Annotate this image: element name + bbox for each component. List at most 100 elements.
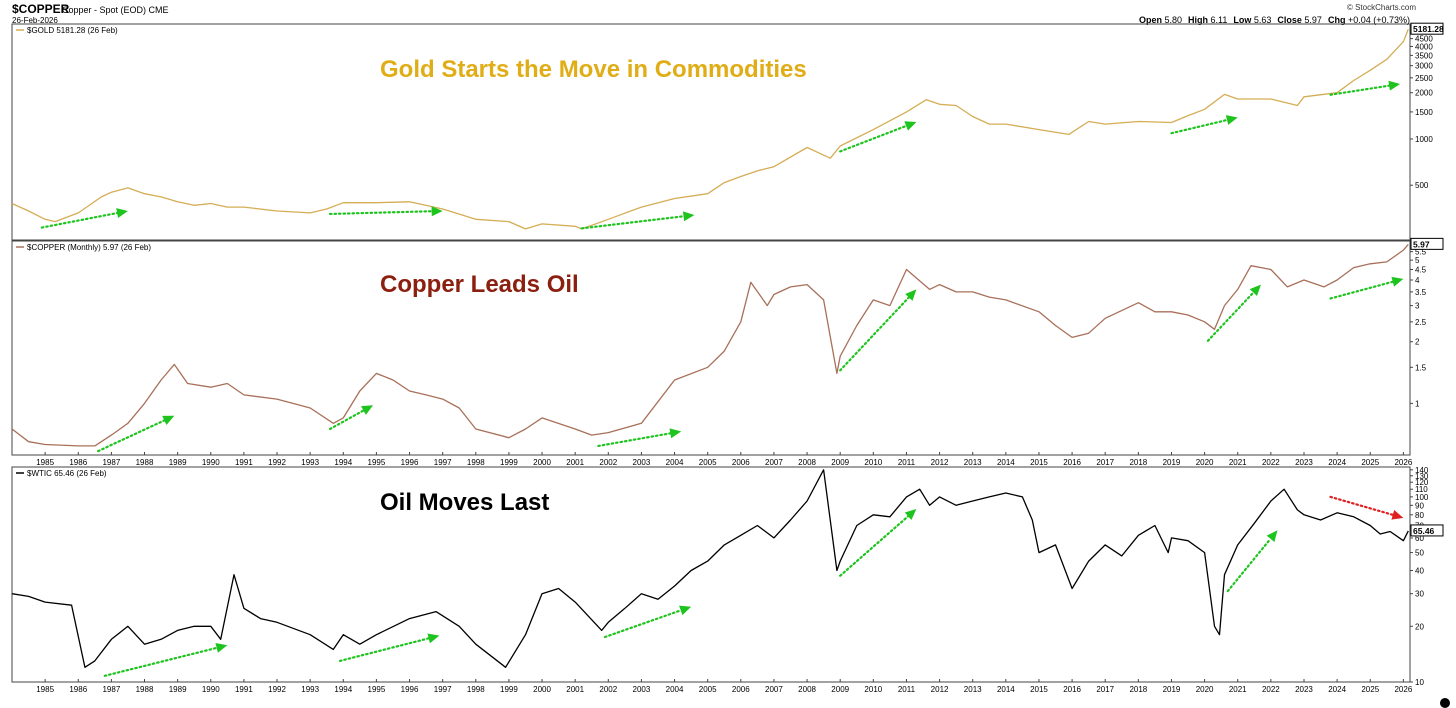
x-tick-label: 1992 <box>268 685 286 694</box>
legend-label: $COPPER (Monthly) 5.97 (26 Feb) <box>27 243 151 252</box>
x-tick-label: 2023 <box>1295 685 1313 694</box>
trend-arrow-head <box>1388 80 1401 91</box>
x-tick-label: 2001 <box>566 685 584 694</box>
x-tick-label: 2017 <box>1096 685 1114 694</box>
trend-arrow-line <box>1329 495 1394 516</box>
y-tick-label: 1.5 <box>1415 363 1427 372</box>
y-tick-label: 3500 <box>1415 51 1433 60</box>
y-tick-label: 1000 <box>1415 135 1433 144</box>
y-tick-label: 4500 <box>1415 35 1433 44</box>
y-tick-label: 120 <box>1415 478 1429 487</box>
x-tick-label: 1995 <box>368 685 386 694</box>
y-tick-label: 20 <box>1415 622 1424 631</box>
trend-arrow-line <box>1329 280 1394 300</box>
ohlc-value: 5.80 <box>1164 15 1183 25</box>
x-tick-label: 1986 <box>69 685 87 694</box>
x-tick-label: 2012 <box>931 458 949 467</box>
x-tick-label: 2013 <box>964 458 982 467</box>
x-tick-label: 2019 <box>1163 458 1181 467</box>
legend-label: $GOLD 5181.28 (26 Feb) <box>27 26 118 35</box>
x-tick-label: 1987 <box>102 458 120 467</box>
x-tick-label: 1999 <box>500 685 518 694</box>
ohlc-label: Close <box>1277 15 1305 25</box>
x-tick-label: 2014 <box>997 685 1015 694</box>
x-tick-label: 1991 <box>235 685 253 694</box>
trend-arrow-head <box>669 428 682 439</box>
x-tick-label: 1998 <box>467 458 485 467</box>
y-tick-label: 2 <box>1415 338 1420 347</box>
trend-arrow-line <box>580 215 685 230</box>
trend-arrow-head <box>905 289 917 301</box>
ohlc-value: 5.97 <box>1304 15 1322 25</box>
last-value-box <box>1410 524 1444 537</box>
y-tick-label: 1500 <box>1415 108 1433 117</box>
x-tick-label: 2024 <box>1328 685 1346 694</box>
y-tick-label: 90 <box>1415 501 1424 510</box>
x-tick-label: 2001 <box>566 458 584 467</box>
x-tick-label: 2007 <box>765 458 783 467</box>
x-tick-label: 2008 <box>798 685 816 694</box>
trend-arrow-head <box>361 405 374 415</box>
ohlc-label: High <box>1188 15 1211 25</box>
x-tick-label: 2014 <box>997 458 1015 467</box>
ohlc-label: Low <box>1233 15 1254 25</box>
x-tick-label: 1985 <box>36 685 54 694</box>
x-tick-label: 2005 <box>699 685 717 694</box>
last-value-label: 5181.28 <box>1413 24 1444 34</box>
trend-arrow-head <box>427 633 440 644</box>
y-tick-label: 30 <box>1415 590 1424 599</box>
x-tick-label: 2010 <box>864 458 882 467</box>
y-tick-label: 2.5 <box>1415 318 1427 327</box>
x-tick-label: 1990 <box>202 458 220 467</box>
y-tick-label: 500 <box>1415 181 1429 190</box>
ohlc-label: Open <box>1138 15 1165 25</box>
x-tick-label: 1996 <box>401 458 419 467</box>
x-tick-label: 1996 <box>401 685 419 694</box>
x-tick-label: 2015 <box>1030 458 1048 467</box>
x-tick-label: 1993 <box>301 458 319 467</box>
y-tick-label: 100 <box>1415 493 1429 502</box>
x-tick-label: 2002 <box>599 685 617 694</box>
trend-arrow-head <box>1391 276 1404 287</box>
x-tick-label: 1986 <box>69 458 87 467</box>
plot-frame-2 <box>11 240 1411 456</box>
y-tick-label: 60 <box>1415 534 1424 543</box>
y-tick-label: 130 <box>1415 472 1429 481</box>
x-tick-label: 2025 <box>1361 458 1379 467</box>
trend-arrow-line <box>97 419 166 453</box>
trend-arrow-head <box>682 211 695 222</box>
chart-date: 26-Feb-2026 <box>12 16 58 25</box>
ohlc-value: 5.63 <box>1253 15 1272 25</box>
last-value-label: 5.97 <box>1413 239 1430 249</box>
last-value-box <box>1410 237 1444 250</box>
brand-label: © StockCharts.com <box>1346 3 1416 12</box>
ohlc-readout: Open 5.80 High 6.11 Low 5.63 Close 5.97 Chg … <box>1139 15 1416 25</box>
y-tick-label: 40 <box>1415 567 1424 576</box>
y-tick-label: 3.5 <box>1415 288 1427 297</box>
last-value-box <box>1410 22 1444 35</box>
x-tick-label: 2009 <box>831 458 849 467</box>
trend-arrow-head <box>679 605 692 616</box>
y-tick-label: 4.5 <box>1415 266 1427 275</box>
trend-arrow-line <box>597 432 672 448</box>
symbol-label: $COPPER <box>12 2 70 16</box>
x-tick-label: 1997 <box>434 685 452 694</box>
trend-arrow-line <box>338 637 430 663</box>
x-tick-label: 2009 <box>831 685 849 694</box>
x-tick-label: 1993 <box>301 685 319 694</box>
x-tick-label: 1987 <box>102 685 120 694</box>
x-tick-label: 2006 <box>732 458 750 467</box>
x-tick-label: 2019 <box>1163 685 1181 694</box>
x-tick-label: 2022 <box>1262 458 1280 467</box>
trend-arrow-line <box>103 646 218 677</box>
y-tick-label: 4000 <box>1415 42 1433 51</box>
trend-arrow-line <box>1170 118 1229 135</box>
y-tick-label: 10 <box>1415 678 1424 687</box>
x-tick-label: 2018 <box>1129 458 1147 467</box>
x-tick-label: 2020 <box>1196 685 1214 694</box>
y-tick-label: 80 <box>1415 511 1424 520</box>
trend-arrow-line <box>328 210 433 216</box>
x-tick-label: 1997 <box>434 458 452 467</box>
y-tick-label: 3000 <box>1415 62 1433 71</box>
trend-arrow-head <box>904 508 917 521</box>
